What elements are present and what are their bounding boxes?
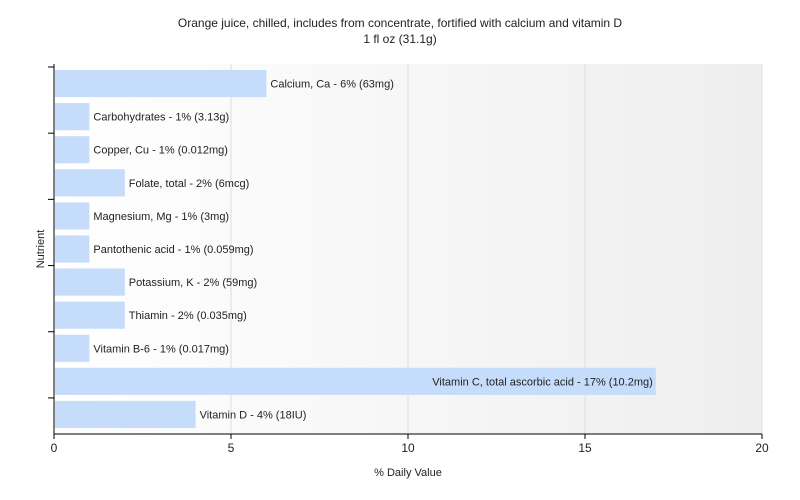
bar (55, 69, 267, 98)
bar-label: Pantothenic acid - 1% (0.059mg) (93, 244, 253, 256)
axes: 0 5 10 15 20 (48, 64, 769, 455)
bar-label: Folate, total - 2% (6mcg) (129, 178, 249, 190)
bar-label: Vitamin B-6 - 1% (0.017mg) (93, 343, 229, 355)
chart-title: Orange juice, chilled, includes from con… (177, 16, 623, 30)
bar (55, 400, 196, 429)
bar-label: Potassium, K - 2% (59mg) (129, 277, 257, 289)
bar (55, 301, 125, 329)
bar-label: Magnesium, Mg - 1% (3mg) (93, 211, 229, 223)
bar-label: Copper, Cu - 1% (0.012mg) (93, 145, 228, 157)
bar (55, 334, 90, 362)
bar (55, 367, 656, 395)
bar (55, 136, 90, 164)
bar-label: Vitamin D - 4% (18IU) (200, 409, 307, 421)
x-axis-label: % Daily Value (374, 467, 442, 479)
x-tick-label: 5 (228, 441, 235, 455)
bar-label: Carbohydrates - 1% (3.13g) (93, 112, 229, 124)
x-tick-label: 0 (51, 441, 58, 455)
bar (55, 202, 90, 230)
x-tick-label: 10 (401, 441, 415, 455)
bar (55, 169, 125, 197)
chart-title-block: Orange juice, chilled, includes from con… (0, 15, 800, 47)
x-tick-label: 15 (578, 441, 592, 455)
bar-label: Vitamin C, total ascorbic acid - 17% (10… (432, 376, 653, 388)
y-axis-label: Nutrient (35, 230, 47, 269)
bar (55, 103, 90, 131)
bar-label: Calcium, Ca - 6% (63mg) (270, 79, 393, 91)
bar (55, 235, 90, 263)
bar-label: Thiamin - 2% (0.035mg) (129, 310, 247, 322)
bars: Calcium, Ca - 6% (63mg) Carbohydrates - 1… (55, 69, 656, 429)
x-tick-label: 20 (755, 441, 769, 455)
bar (55, 268, 125, 296)
chart-subtitle: 1 fl oz (31.1g) (363, 32, 437, 46)
